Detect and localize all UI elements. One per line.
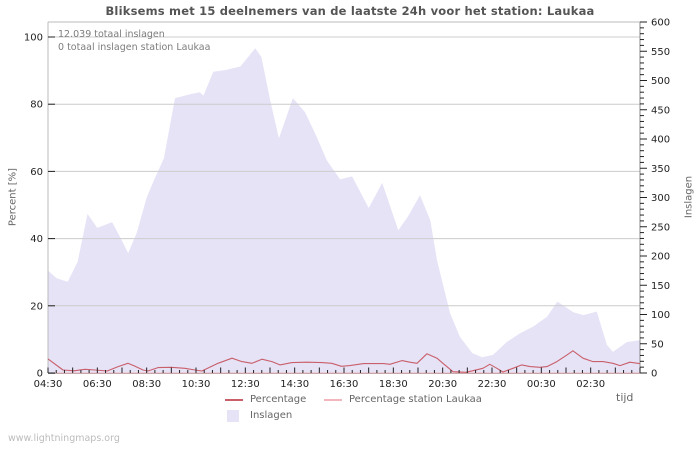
y-left-tick-label-80: 80 bbox=[30, 100, 43, 111]
legend-swatch-inslagen bbox=[227, 410, 239, 422]
y-right-tick-label-250: 250 bbox=[651, 222, 670, 233]
legend-label-percentage: Percentage bbox=[250, 394, 307, 405]
y-right-tick-label-600: 600 bbox=[651, 18, 670, 29]
y-right-tick-label-50: 50 bbox=[651, 339, 664, 350]
y-right-tick-label-0: 0 bbox=[651, 369, 657, 380]
y-right-tick-label-100: 100 bbox=[651, 310, 670, 321]
y-left-tick-label-100: 100 bbox=[24, 33, 43, 44]
x-tick-label-08:30: 08:30 bbox=[132, 379, 161, 390]
watermark: www.lightningmaps.org bbox=[8, 433, 120, 444]
x-tick-label-18:30: 18:30 bbox=[379, 379, 408, 390]
y-right-tick-label-200: 200 bbox=[651, 252, 670, 263]
x-tick-label-22:30: 22:30 bbox=[478, 379, 507, 390]
y-right-tick-label-500: 500 bbox=[651, 76, 670, 87]
x-tick-label-06:30: 06:30 bbox=[83, 379, 112, 390]
area-series-inslagen bbox=[48, 48, 640, 374]
x-tick-label-20:30: 20:30 bbox=[428, 379, 457, 390]
y-axis-label-left: Percent [%] bbox=[7, 167, 19, 227]
x-tick-label-12:30: 12:30 bbox=[231, 379, 260, 390]
x-tick-label-10:30: 10:30 bbox=[182, 379, 211, 390]
x-tick-label-02:30: 02:30 bbox=[576, 379, 605, 390]
y-right-tick-label-150: 150 bbox=[651, 281, 670, 292]
y-axis-label-right: Inslagen bbox=[683, 175, 695, 219]
y-right-tick-label-300: 300 bbox=[651, 193, 670, 204]
y-left-tick-label-0: 0 bbox=[37, 369, 43, 380]
x-axis-label: tijd bbox=[616, 391, 634, 404]
y-left-tick-label-20: 20 bbox=[30, 301, 43, 312]
y-right-tick-label-400: 400 bbox=[651, 135, 670, 146]
legend-swatch-percentage-station bbox=[324, 399, 342, 401]
y-right-tick-label-450: 450 bbox=[651, 105, 670, 116]
x-tick-label-14:30: 14:30 bbox=[280, 379, 309, 390]
annotation-station-strikes: 0 totaal inslagen station Laukaa bbox=[58, 42, 211, 53]
chart-title: Bliksems met 15 deelnemers van de laatst… bbox=[105, 4, 595, 18]
legend-swatch-percentage bbox=[225, 399, 243, 401]
x-tick-label-16:30: 16:30 bbox=[330, 379, 359, 390]
legend-label-percentage-station: Percentage station Laukaa bbox=[349, 394, 482, 405]
y-left-tick-label-40: 40 bbox=[30, 234, 43, 245]
y-right-tick-label-550: 550 bbox=[651, 47, 670, 58]
x-tick-label-00:30: 00:30 bbox=[527, 379, 556, 390]
legend-label-inslagen: Inslagen bbox=[250, 410, 293, 421]
y-right-tick-label-350: 350 bbox=[651, 164, 670, 175]
y-left-tick-label-60: 60 bbox=[30, 167, 43, 178]
annotation-total-strikes: 12.039 totaal inslagen bbox=[58, 29, 165, 40]
x-tick-label-04:30: 04:30 bbox=[34, 379, 63, 390]
